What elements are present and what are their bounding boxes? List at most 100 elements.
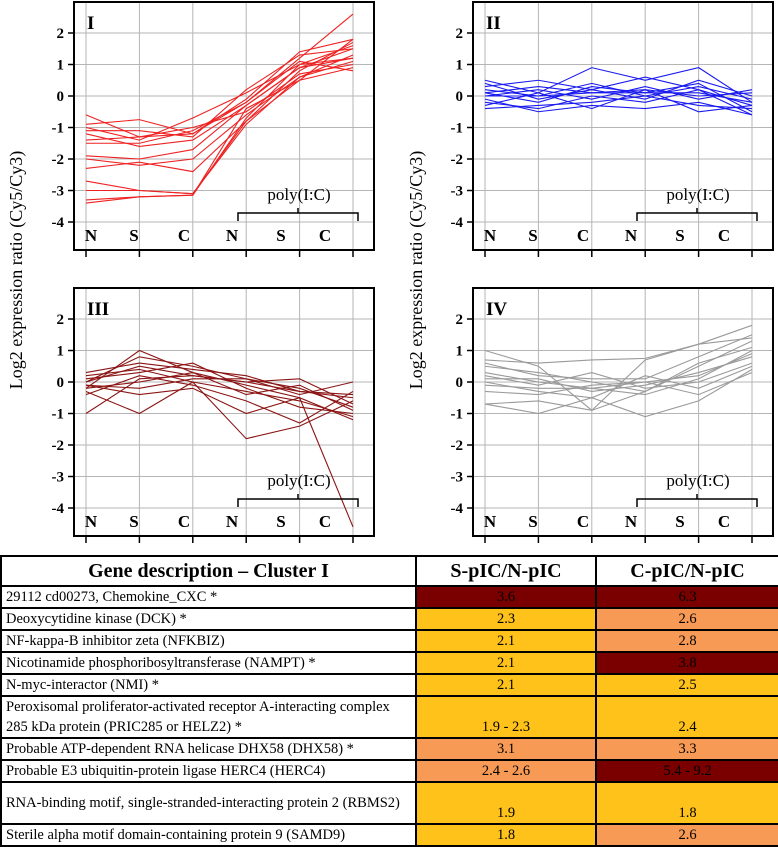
gene-description: Peroxisomal proliferator-activated recep… [0,695,417,739]
y-tick-label: 2 [57,312,65,328]
table-row: Peroxisomal proliferator-activated recep… [0,695,778,739]
y-axis-label: Log2 expression ratio (Cy5/Cy3) [406,151,427,389]
table-row: N-myc-interactor (NMI) * 2.1 2.5 [0,673,778,697]
c-pic-value: 1.8 [595,781,778,825]
x-label: N [484,226,497,245]
c-pic-value: 2.5 [595,673,778,697]
table-row: RNA-binding motif, single-stranded-inter… [0,781,778,825]
gene-description: Sterile alpha motif domain-containing pr… [0,823,417,847]
header-c-pic: C-pIC/N-pIC [595,555,778,587]
s-pic-value: 1.8 [415,823,597,847]
x-label: S [675,226,684,245]
plot-frame [472,1,774,251]
s-pic-value: 2.4 - 2.6 [415,759,597,783]
series-line [484,368,753,418]
y-tick-label: -3 [451,470,464,486]
y-tick-label: -1 [451,121,464,137]
series-line [484,372,753,396]
x-label: N [85,226,98,245]
plot-frame [73,287,375,537]
series-line [85,371,354,411]
y-tick-label: 1 [456,58,464,74]
gene-description: Deoxycytidine kinase (DCK) * [0,607,417,631]
y-tick-label: -2 [451,438,464,454]
x-label: N [625,512,638,531]
series-line [484,76,753,106]
gene-description: Probable ATP-dependent RNA helicase DHX5… [0,737,417,761]
s-pic-value: 3.6 [415,585,597,609]
s-pic-value: 1.9 [415,781,597,825]
y-tick-label: 0 [57,375,65,391]
series-line [85,368,354,418]
panel-label: III [87,299,109,320]
y-axis-label: Log2 expression ratio (Cy5/Cy3) [6,151,27,389]
series-line [85,60,354,166]
x-label: N [625,226,638,245]
y-tick-label: -4 [52,215,65,231]
series-line [85,362,354,415]
poly-ic-bracket [636,208,758,221]
gene-description: N-myc-interactor (NMI) * [0,673,417,697]
table-row: Nicotinamide phosphoribosyltransferase (… [0,651,778,675]
series-line [85,349,354,528]
gene-description: NF-kappa-B inhibitor zeta (NFKBIZ) [0,629,417,653]
poly-ic-bracket [636,494,758,507]
series-line [484,350,753,396]
series-line [484,346,753,411]
table-header-row: Gene description – Cluster I S-pIC/N-pIC… [0,555,778,587]
panel-label: IV [486,299,507,320]
y-tick-label: 0 [456,375,464,391]
table-row: Probable ATP-dependent RNA helicase DHX5… [0,737,778,761]
y-tick-label: -3 [52,184,65,200]
series-line [484,324,753,412]
y-tick-label: -2 [52,152,65,168]
plot-frame [73,1,375,251]
series-line [85,54,354,195]
y-tick-label: -2 [52,438,65,454]
series-line [484,362,753,389]
gene-table: Gene description – Cluster I S-pIC/N-pIC… [0,555,778,847]
y-tick-label: -1 [52,121,65,137]
y-tick-label: 2 [57,26,65,42]
c-pic-value: 3.3 [595,737,778,761]
s-pic-value: 2.1 [415,651,597,675]
x-label: C [718,226,730,245]
table-row: Sterile alpha motif domain-containing pr… [0,823,778,847]
y-tick-label: 1 [57,344,65,360]
y-tick-label: -1 [451,407,464,423]
header-s-pic: S-pIC/N-pIC [415,555,597,587]
bracket-label: poly(I:C) [666,471,729,490]
series-line [85,381,354,440]
x-label: C [577,226,589,245]
table-row: NF-kappa-B inhibitor zeta (NFKBIZ) 2.1 2.8 [0,629,778,653]
s-pic-value: 1.9 - 2.3 [415,695,597,739]
plot-frame [472,287,774,537]
poly-ic-bracket [237,494,359,507]
panel-label: II [486,13,501,34]
x-label: N [85,512,98,531]
series-line [85,38,354,204]
c-pic-value: 6.3 [595,585,778,609]
series-line [85,365,354,405]
series-line [85,362,354,396]
y-tick-label: 1 [456,344,464,360]
x-label: S [528,226,537,245]
series-line [484,98,753,116]
c-pic-value: 2.6 [595,823,778,847]
bracket-label: poly(I:C) [267,471,330,490]
series-line [86,60,354,144]
header-gene: Gene description – Cluster I [0,555,417,587]
y-tick-label: -1 [52,407,65,423]
series-line [485,356,753,393]
series-line [484,353,753,389]
series-line [484,365,753,399]
x-label: N [226,512,239,531]
s-pic-value: 3.1 [415,737,597,761]
x-label: C [319,512,331,531]
gene-description: Probable E3 ubiquitin-protein ligase HER… [0,759,417,783]
series-line [86,48,354,138]
series-line [85,67,354,173]
x-label: C [718,512,730,531]
